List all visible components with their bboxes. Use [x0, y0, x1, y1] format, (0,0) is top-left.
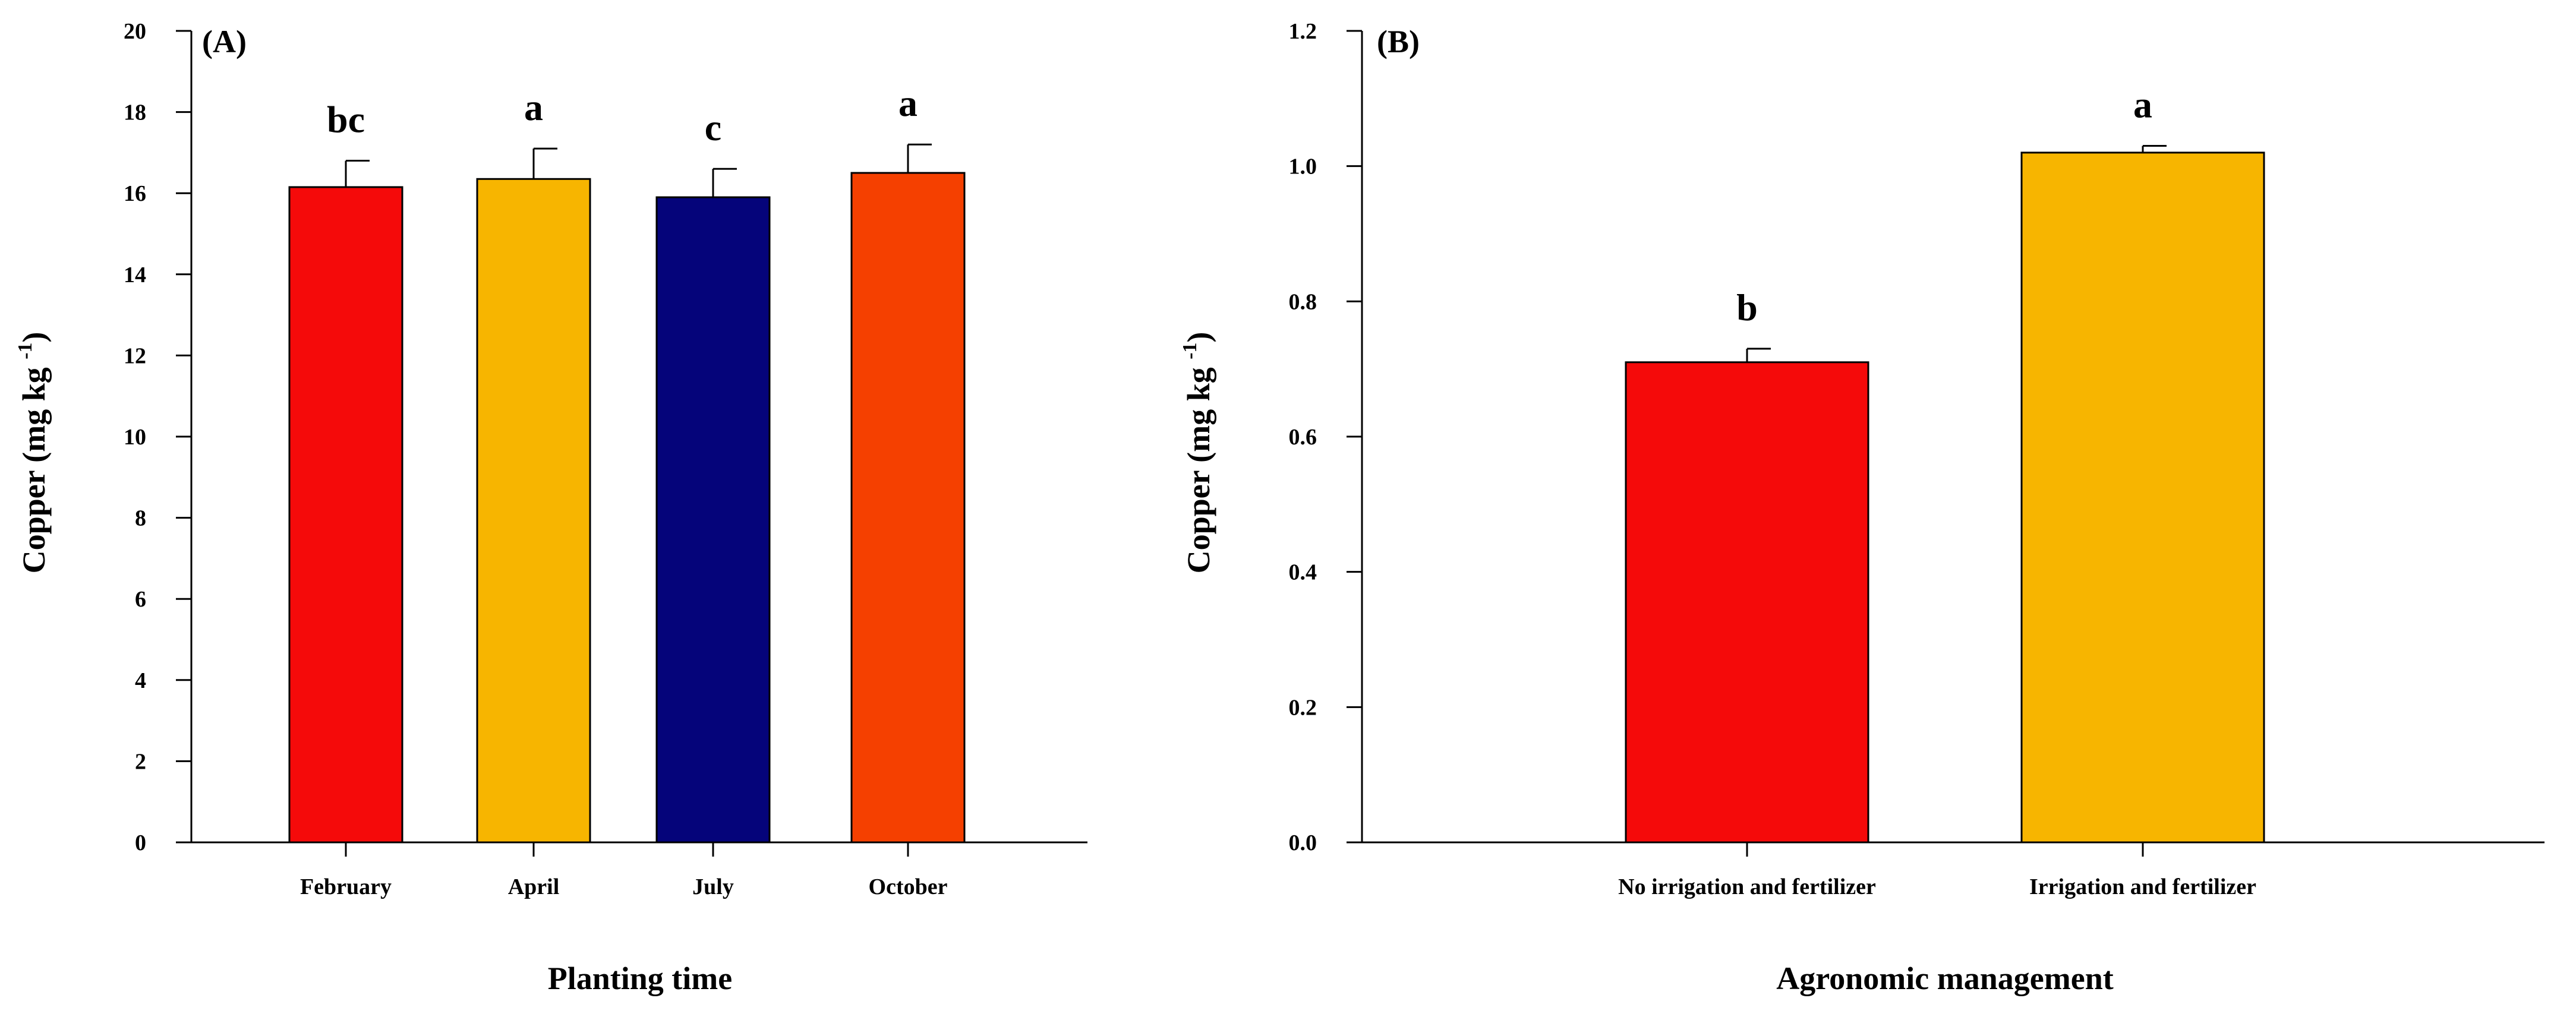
panel-a-category-label: October: [869, 874, 948, 899]
panel-b-bar: [2020, 151, 2265, 844]
panel-a-y-tick-label: 12: [124, 343, 146, 368]
panel-a-y-tick-label: 14: [124, 263, 146, 288]
panel-b-chart: 0.0 0.2 0.4 0.6 0.8 1.0 1.2 b No irrigation and …: [1179, 19, 2545, 996]
panel-b-y-tick-label: 1.2: [1289, 19, 1317, 44]
panel-b-category-label: Irrigation and fertilizer: [2029, 874, 2256, 899]
panel-a-y-axis-title-sup: -1: [14, 343, 36, 359]
panel-a-significance-label: a: [524, 86, 543, 128]
panel-b-y-tick-label: 0.8: [1289, 289, 1317, 314]
panel-a-category-label: February: [300, 874, 392, 899]
panel-a-chart: 0 2 4 6 8 10 12 14 16 18 20 bc February a April c July a O…: [14, 19, 1087, 996]
panel-a-significance-label: a: [898, 82, 917, 124]
panel-a-panel-label: (A): [202, 24, 247, 59]
panel-a-y-tick-label: 8: [135, 506, 146, 531]
panel-b-x-axis-title: Agronomic management: [1776, 961, 2113, 996]
panel-a-y-tick-label: 10: [124, 425, 146, 450]
panel-b-bar: [1625, 361, 1869, 844]
panel-b-y-axis-title: Copper (mg kg -1): [1179, 332, 1216, 574]
panel-b-panel-label: (B): [1377, 24, 1420, 59]
panel-a-x-axis-title: Planting time: [548, 961, 732, 996]
panel-a-bar: [288, 186, 403, 844]
panel-a-y-tick-label: 18: [124, 100, 146, 125]
panel-a-bar: [476, 178, 591, 844]
panel-a-y-axis-title-main: Copper (mg kg: [16, 359, 52, 574]
panel-a-significance-label: bc: [327, 99, 365, 141]
panel-a-y-tick-label: 6: [135, 587, 146, 612]
panel-b-y-tick-label: 0.4: [1289, 560, 1317, 585]
panel-a-category-label: July: [692, 874, 734, 899]
panel-a-y-axis-title: Copper (mg kg -1): [14, 332, 52, 574]
panel-a-y-tick-label: 16: [124, 181, 146, 206]
panel-b-y-axis-title-sup: -1: [1179, 343, 1201, 359]
panel-b-y-axis-title-main: Copper (mg kg: [1181, 359, 1216, 574]
panel-a-y-tick-label: 20: [124, 19, 146, 44]
panel-a-bar: [850, 172, 966, 844]
panel-a-significance-label: c: [705, 106, 721, 149]
panel-a-y-tick-label: 2: [135, 749, 146, 774]
panel-b-y-axis-title-close: ): [1181, 332, 1216, 343]
panel-a-y-tick-label: 0: [135, 830, 146, 855]
panel-a-y-axis-title-close: ): [16, 332, 52, 343]
panel-b-significance-label: b: [1736, 286, 1758, 329]
panel-b-y-tick-label: 0.2: [1289, 695, 1317, 720]
panel-a-y-tick-label: 4: [135, 668, 146, 693]
panel-b-y-tick-label: 1.0: [1289, 154, 1317, 179]
panel-a-category-label: April: [508, 874, 560, 899]
panel-b-category-label: No irrigation and fertilizer: [1618, 874, 1876, 899]
panel-a-bar: [655, 196, 771, 844]
panel-b-y-tick-label: 0.6: [1289, 425, 1317, 450]
panel-b-y-tick-label: 0.0: [1289, 830, 1317, 855]
panel-b-significance-label: a: [2133, 84, 2152, 126]
